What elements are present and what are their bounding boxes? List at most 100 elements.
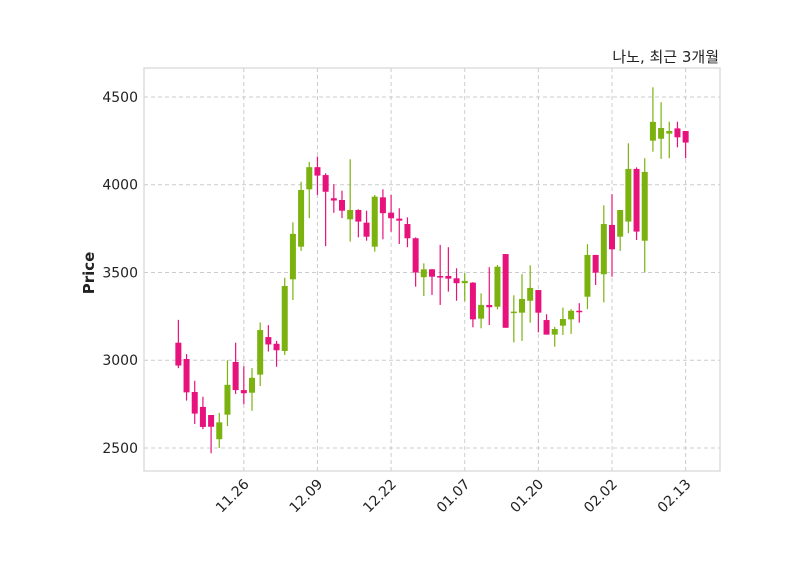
- x-tick-label: 01.20: [508, 477, 548, 517]
- candle-body: [437, 275, 444, 278]
- candle-down: [682, 131, 689, 159]
- candle-body: [510, 311, 517, 314]
- candle-down: [429, 268, 435, 295]
- candle-body: [633, 168, 640, 232]
- candle-body: [674, 128, 681, 138]
- candle-up: [527, 265, 534, 323]
- candle-down: [445, 247, 452, 292]
- candle-body: [339, 199, 345, 211]
- y-tick-label: 4500: [102, 90, 138, 106]
- candle-up: [641, 158, 648, 273]
- candle-up: [224, 360, 231, 427]
- candle-up: [298, 181, 305, 251]
- candle-body: [355, 209, 362, 222]
- candle-body: [453, 278, 460, 284]
- x-tick-label: 01.07: [434, 477, 474, 517]
- candle-up: [510, 295, 517, 343]
- chart-title: 나노, 최근 3개월: [612, 48, 719, 66]
- candle-body: [568, 310, 575, 320]
- candle-body: [330, 198, 337, 201]
- candle-down: [208, 415, 215, 454]
- candle-up: [551, 326, 558, 347]
- candle-body: [576, 310, 583, 313]
- candle-up: [371, 194, 378, 252]
- candle-body: [298, 189, 305, 247]
- candle-body: [649, 121, 656, 141]
- candle-body: [494, 266, 501, 307]
- candle-down: [388, 194, 395, 232]
- candle-body: [404, 224, 411, 239]
- candle-down: [502, 254, 509, 328]
- candle-down: [633, 167, 640, 241]
- candle-up: [568, 309, 575, 334]
- candle-body: [502, 254, 509, 328]
- candle-up: [347, 159, 354, 242]
- candle-body: [559, 318, 566, 326]
- candle-down: [592, 254, 599, 285]
- candle-down: [322, 173, 329, 247]
- candle-body: [199, 406, 206, 427]
- candle-body: [183, 359, 190, 393]
- candle-up: [306, 161, 313, 219]
- candle-down: [265, 325, 272, 352]
- plot-frame: [143, 67, 721, 472]
- candle-up: [625, 143, 632, 234]
- candle-body: [469, 282, 476, 320]
- candle-body: [281, 285, 288, 351]
- candle-body: [175, 342, 182, 366]
- x-tick-label: 12.22: [360, 477, 400, 517]
- candle-body: [543, 320, 550, 335]
- candle-body: [584, 254, 591, 297]
- candle-body: [232, 362, 239, 391]
- candle-body: [461, 280, 468, 284]
- candle-body: [527, 287, 534, 301]
- candle-down: [330, 184, 337, 213]
- candle-down: [199, 396, 206, 430]
- candle-up: [658, 102, 665, 159]
- y-axis-label: Price: [80, 252, 98, 295]
- candle-body: [551, 329, 558, 335]
- candle-down: [191, 380, 198, 424]
- candle-down: [240, 366, 247, 405]
- candle-body: [224, 384, 231, 415]
- candle-down: [355, 209, 362, 238]
- candle-up: [584, 244, 591, 310]
- x-tick-label: 11.26: [213, 476, 253, 516]
- candle-body: [289, 233, 296, 280]
- candle-body: [396, 218, 403, 221]
- candle-body: [486, 304, 493, 308]
- candle-up: [216, 412, 223, 449]
- x-tick-label: 02.13: [655, 477, 695, 517]
- candle-down: [412, 237, 419, 287]
- candle-up: [281, 277, 288, 355]
- candle-body: [535, 290, 542, 313]
- candle-body: [600, 224, 607, 275]
- x-tick-label: 02.02: [581, 477, 621, 517]
- candle-body: [682, 131, 689, 143]
- candle-body: [216, 422, 223, 440]
- candle-up: [257, 322, 264, 387]
- y-tick-label: 2500: [102, 441, 138, 457]
- candle-body: [666, 131, 673, 134]
- candle-up: [559, 307, 566, 335]
- candle-down: [232, 342, 239, 394]
- candle-down: [535, 290, 542, 333]
- y-tick-label: 3500: [102, 265, 138, 281]
- x-tick-labels: 11.26 12.09 12.22 01.07 01.20 02.02 02.13: [213, 476, 694, 516]
- candle-body: [371, 196, 378, 247]
- candle-down: [576, 303, 583, 323]
- candle-body: [388, 212, 395, 219]
- candle-up: [461, 273, 468, 302]
- candle-body: [314, 167, 321, 176]
- candle-up: [289, 222, 296, 301]
- candle-up: [519, 274, 525, 341]
- candle-up: [420, 263, 427, 297]
- candle-body: [240, 390, 247, 394]
- candle-body: [379, 197, 386, 214]
- candle-up: [494, 264, 501, 310]
- candle-up: [478, 293, 485, 329]
- candle-down: [674, 121, 681, 148]
- candle-down: [543, 314, 550, 335]
- candle-body: [208, 415, 215, 427]
